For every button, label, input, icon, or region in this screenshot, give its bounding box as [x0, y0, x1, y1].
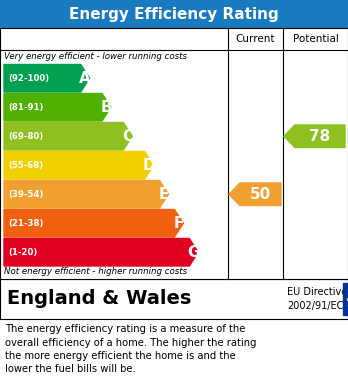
- Text: Current: Current: [236, 34, 275, 44]
- Polygon shape: [4, 122, 132, 150]
- Text: (92-100): (92-100): [8, 74, 49, 83]
- Text: B: B: [101, 100, 112, 115]
- Text: Not energy efficient - higher running costs: Not energy efficient - higher running co…: [4, 267, 187, 276]
- Text: (1-20): (1-20): [8, 248, 37, 257]
- Text: C: C: [122, 129, 133, 144]
- Text: D: D: [143, 158, 156, 173]
- Polygon shape: [4, 93, 111, 121]
- Text: Energy Efficiency Rating: Energy Efficiency Rating: [69, 7, 279, 22]
- Text: (69-80): (69-80): [8, 132, 43, 141]
- Text: E: E: [159, 187, 169, 202]
- Bar: [343, 283, 348, 315]
- Text: the more energy efficient the home is and the: the more energy efficient the home is an…: [5, 351, 236, 361]
- Text: lower the fuel bills will be.: lower the fuel bills will be.: [5, 364, 136, 375]
- Polygon shape: [4, 65, 90, 92]
- Text: 2002/91/EC: 2002/91/EC: [287, 301, 343, 311]
- Text: England & Wales: England & Wales: [7, 289, 191, 308]
- Text: G: G: [188, 245, 200, 260]
- Text: 50: 50: [250, 187, 271, 202]
- Text: F: F: [174, 216, 184, 231]
- Text: overall efficiency of a home. The higher the rating: overall efficiency of a home. The higher…: [5, 337, 256, 348]
- Text: A: A: [79, 71, 91, 86]
- Text: (81-91): (81-91): [8, 103, 44, 112]
- Text: Very energy efficient - lower running costs: Very energy efficient - lower running co…: [4, 52, 187, 61]
- Polygon shape: [4, 181, 168, 208]
- Polygon shape: [229, 183, 281, 206]
- Text: (21-38): (21-38): [8, 219, 44, 228]
- Bar: [0, 0, 348, 28]
- Text: Potential: Potential: [293, 34, 339, 44]
- Polygon shape: [284, 125, 345, 147]
- Text: (39-54): (39-54): [8, 190, 44, 199]
- Text: (55-68): (55-68): [8, 161, 43, 170]
- Text: 78: 78: [309, 129, 331, 144]
- Polygon shape: [4, 210, 183, 237]
- Text: EU Directive: EU Directive: [287, 287, 347, 297]
- Bar: [0, 279, 348, 319]
- Polygon shape: [4, 239, 198, 266]
- Bar: [0, 28, 348, 279]
- Polygon shape: [4, 151, 153, 179]
- Text: The energy efficiency rating is a measure of the: The energy efficiency rating is a measur…: [5, 324, 245, 334]
